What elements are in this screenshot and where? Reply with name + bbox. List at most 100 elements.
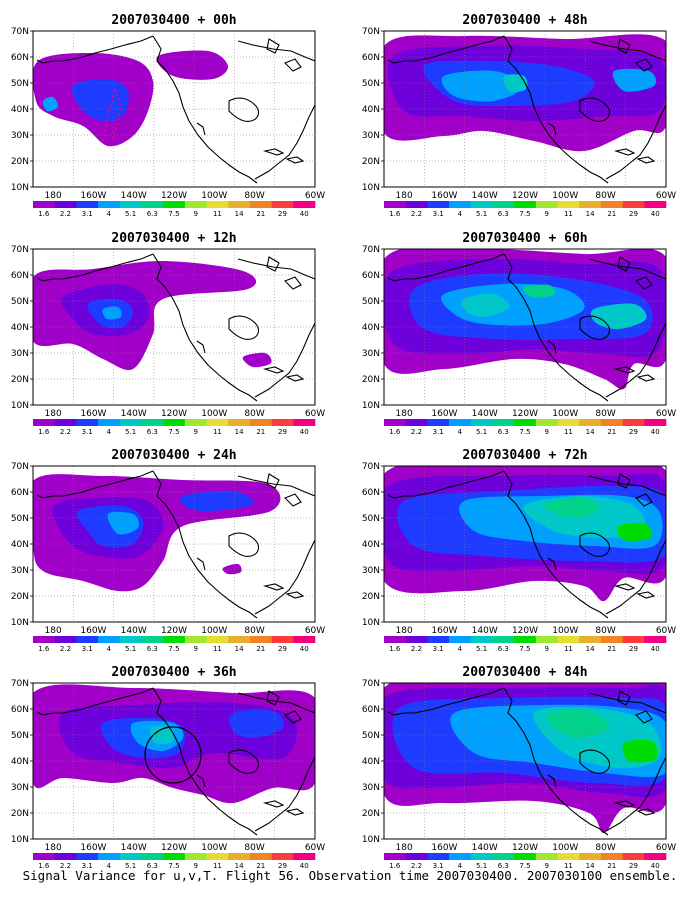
lat-tick-label: 20N <box>362 809 380 819</box>
coastlines <box>387 687 666 836</box>
variance-contour <box>523 284 556 298</box>
lon-tick-label: 140W <box>472 626 498 636</box>
lon-tick-label: 120W <box>512 626 538 636</box>
lon-tick-label: 140W <box>472 409 498 419</box>
variance-field <box>33 50 229 147</box>
colorbar-label: 4 <box>107 862 112 870</box>
lat-tick-label: 20N <box>11 592 29 602</box>
colorbar-label: 40 <box>651 645 660 653</box>
lon-tick-label: 80W <box>595 626 615 636</box>
colorbar-label: 9 <box>544 428 548 436</box>
colorbar-label: 7.5 <box>168 428 179 436</box>
lat-tick-label: 70N <box>11 245 29 255</box>
colorbar-swatch <box>427 636 450 643</box>
colorbar-label: 9 <box>193 428 197 436</box>
colorbar-label: 1.6 <box>38 428 50 436</box>
colorbar-swatch <box>557 636 580 643</box>
colorbar-swatch <box>600 853 623 860</box>
lat-tick-label: 40N <box>362 540 380 550</box>
colorbar-label: 3.1 <box>433 862 444 870</box>
lat-tick-label: 40N <box>362 323 380 333</box>
lat-tick-label: 40N <box>11 540 29 550</box>
colorbar-swatch <box>384 636 406 643</box>
colorbar-swatch <box>384 419 406 426</box>
colorbar-swatch <box>184 201 207 208</box>
colorbar: 1.6 2.2 3.1 4 5.1 6.3 7.5 9 11 14 21 29 40 <box>33 636 316 653</box>
variance-contour <box>622 739 658 763</box>
colorbar-label: 14 <box>586 428 595 436</box>
colorbar-label: 3.1 <box>82 862 93 870</box>
colorbar-label: 11 <box>564 428 573 436</box>
lon-tick-label: 80W <box>244 626 264 636</box>
lon-tick-label: 100W <box>201 626 227 636</box>
colorbar-swatch <box>76 419 99 426</box>
colorbar-swatch <box>449 853 472 860</box>
lat-tick-label: 70N <box>362 27 380 37</box>
lon-tick-label: 180 <box>396 843 413 853</box>
colorbar-swatch <box>492 419 515 426</box>
panel-title: 2007030400 + 84h <box>462 665 587 680</box>
lat-tick-label: 30N <box>11 349 29 359</box>
colorbar-swatch <box>119 636 142 643</box>
colorbar-label: 11 <box>213 428 222 436</box>
lat-tick-label: 30N <box>11 131 29 141</box>
lon-tick-label: 180 <box>45 409 62 419</box>
lon-tick-label: 160W <box>431 843 457 853</box>
colorbar-label: 29 <box>629 210 638 218</box>
lat-tick-label: 50N <box>11 297 29 307</box>
variance-field <box>33 474 281 592</box>
lat-tick-label: 10N <box>362 618 380 628</box>
lon-tick-label: 80W <box>595 843 615 853</box>
colorbar-swatch <box>141 853 164 860</box>
colorbar-swatch <box>228 419 251 426</box>
colorbar-swatch <box>492 201 515 208</box>
colorbar-label: 40 <box>300 210 309 218</box>
colorbar-swatch <box>384 201 406 208</box>
colorbar-swatch <box>141 201 164 208</box>
colorbar-label: 4 <box>458 862 463 870</box>
colorbar-swatch <box>514 853 537 860</box>
colorbar-label: 6.3 <box>498 428 509 436</box>
colorbar-swatch <box>293 201 316 208</box>
grid-lines <box>384 683 666 839</box>
colorbar-swatch <box>33 201 55 208</box>
colorbar-label: 11 <box>213 645 222 653</box>
colorbar-swatch <box>579 201 602 208</box>
colorbar-swatch <box>514 201 537 208</box>
lat-tick-label: 50N <box>362 79 380 89</box>
lon-tick-label: 180 <box>396 626 413 636</box>
colorbar-label: 1.6 <box>389 645 401 653</box>
lat-tick-label: 40N <box>362 757 380 767</box>
colorbar-label: 2.2 <box>60 428 71 436</box>
lon-tick-label: 160W <box>431 191 457 201</box>
colorbar-label: 14 <box>235 862 244 870</box>
lon-tick-label: 60W <box>656 409 676 419</box>
colorbar-swatch <box>449 201 472 208</box>
colorbar-label: 29 <box>278 428 287 436</box>
lat-tick-label: 10N <box>11 618 29 628</box>
flight-track <box>102 88 123 142</box>
colorbar-swatch <box>98 853 121 860</box>
lon-tick-label: 180 <box>45 843 62 853</box>
colorbar-label: 14 <box>235 210 244 218</box>
variance-field <box>384 683 666 834</box>
colorbar-label: 4 <box>458 428 463 436</box>
colorbar-label: 2.2 <box>411 862 422 870</box>
colorbar-label: 11 <box>213 862 222 870</box>
colorbar-label: 2.2 <box>411 645 422 653</box>
panel-title: 2007030400 + 48h <box>462 13 587 28</box>
variance-field <box>384 466 666 602</box>
variance-contour <box>546 709 610 738</box>
colorbar-swatch <box>228 201 251 208</box>
lat-tick-label: 70N <box>362 462 380 472</box>
colorbar: 1.6 2.2 3.1 4 5.1 6.3 7.5 9 11 14 21 29 40 <box>33 853 316 870</box>
lon-tick-label: 80W <box>595 409 615 419</box>
colorbar-label: 6.3 <box>147 862 158 870</box>
lon-tick-label: 80W <box>595 191 615 201</box>
lon-tick-label: 100W <box>552 191 578 201</box>
lon-tick-label: 80W <box>244 409 264 419</box>
lon-tick-label: 180 <box>396 191 413 201</box>
panel-title: 2007030400 + 12h <box>111 231 236 246</box>
colorbar-label: 40 <box>300 645 309 653</box>
colorbar-label: 40 <box>651 210 660 218</box>
